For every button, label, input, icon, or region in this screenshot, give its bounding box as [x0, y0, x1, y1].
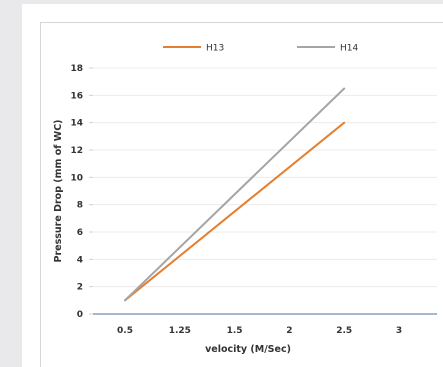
- y-tick-label-9: 18: [70, 64, 83, 74]
- x-tick-label-4: 2.5: [336, 326, 352, 336]
- y-axis-title: Pressure Drop (mm of WC): [53, 119, 64, 262]
- y-tick-label-7: 14: [70, 119, 83, 129]
- chart-frame: [40, 22, 443, 367]
- y-tick-label-1: 2: [77, 283, 83, 293]
- legend-label-h13: H13: [206, 44, 224, 54]
- y-tick-label-8: 16: [70, 91, 83, 101]
- x-tick-labels: 0.5 1.25 1.5 2 2.5 3: [117, 326, 402, 336]
- y-tick-label-2: 4: [77, 255, 83, 265]
- y-tick-label-4: 8: [77, 201, 83, 211]
- y-tick-label-5: 10: [70, 173, 83, 183]
- x-tick-label-2: 1.5: [227, 326, 243, 336]
- x-tick-label-0: 0.5: [117, 326, 133, 336]
- series-line-h14: [124, 87, 346, 302]
- x-tick-label-1: 1.25: [169, 326, 191, 336]
- legend-label-h14: H14: [340, 44, 358, 54]
- y-tick-label-0: 0: [77, 310, 83, 320]
- y-tick-label-3: 6: [77, 228, 83, 238]
- series-line-h13: [124, 121, 346, 302]
- y-tick-labels: 0 2 4 6 8 10 12 14 16 18: [70, 64, 83, 320]
- x-tick-label-3: 2: [286, 326, 292, 336]
- grid-lines: [89, 67, 437, 315]
- series-lines: [124, 87, 346, 302]
- x-axis-title: velocity (M/Sec): [205, 344, 291, 355]
- y-tick-label-6: 12: [70, 146, 83, 156]
- legend: H13 H14: [163, 44, 358, 54]
- x-tick-label-5: 3: [396, 326, 402, 336]
